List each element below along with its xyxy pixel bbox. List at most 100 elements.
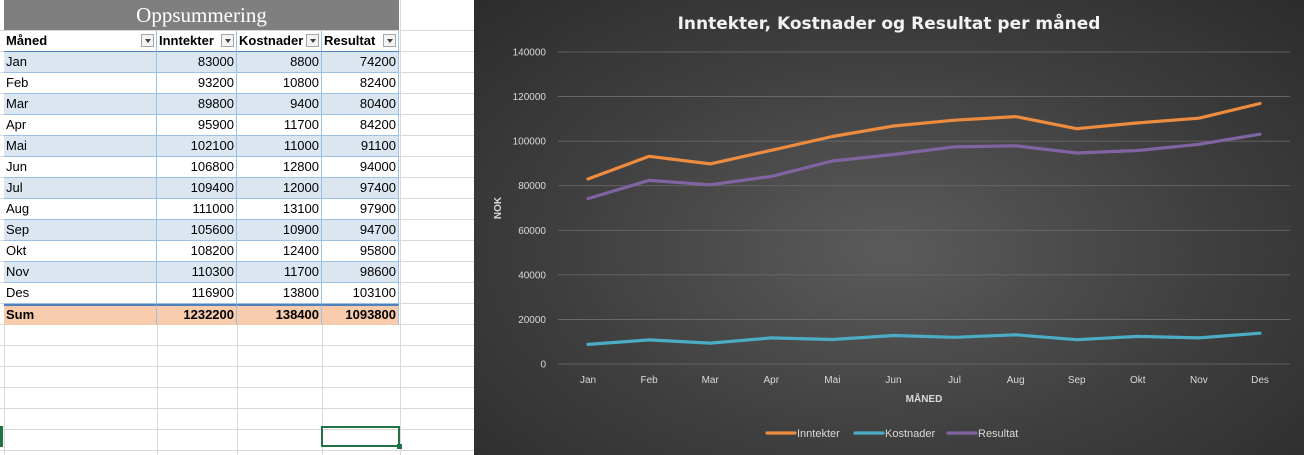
table-row: Mai 102100 11000 91100 [4, 136, 399, 157]
value-cell[interactable]: 74200 [322, 52, 399, 73]
value-cell[interactable]: 94700 [322, 220, 399, 241]
value-cell[interactable]: 10900 [237, 220, 322, 241]
value-cell[interactable]: 91100 [322, 136, 399, 157]
value-cell[interactable]: 106800 [157, 157, 237, 178]
header-cell[interactable]: Resultat [322, 31, 399, 52]
active-row-marker [0, 426, 3, 447]
spreadsheet-area: Oppsummering Måned Inntekter Kostnader Resu… [0, 0, 474, 455]
month-cell[interactable]: Mar [4, 94, 157, 115]
row-gridline [0, 408, 474, 409]
legend-label[interactable]: Kostnader [885, 428, 935, 440]
sum-value-cell[interactable]: 138400 [237, 304, 322, 325]
legend-label[interactable]: Inntekter [797, 428, 840, 440]
table-row: Aug 111000 13100 97900 [4, 199, 399, 220]
value-cell[interactable]: 98600 [322, 262, 399, 283]
value-cell[interactable]: 103100 [322, 283, 399, 304]
value-cell[interactable]: 109400 [157, 178, 237, 199]
value-cell[interactable]: 94000 [322, 157, 399, 178]
value-cell[interactable]: 97900 [322, 199, 399, 220]
value-cell[interactable]: 84200 [322, 115, 399, 136]
value-cell[interactable]: 108200 [157, 241, 237, 262]
y-axis-ticks: 0 20000 40000 60000 80000 100000 120000 140000 [513, 48, 547, 371]
month-cell[interactable]: Okt [4, 241, 157, 262]
value-cell[interactable]: 12000 [237, 178, 322, 199]
value-cell[interactable]: 95900 [157, 115, 237, 136]
table-row: Jul 109400 12000 97400 [4, 178, 399, 199]
selected-cell[interactable] [321, 426, 400, 447]
header-cell[interactable]: Inntekter [157, 31, 237, 52]
chart-series [586, 101, 1262, 346]
y-tick-label: 80000 [518, 181, 546, 192]
month-cell[interactable]: Jun [4, 157, 157, 178]
x-tick-label: Jun [885, 375, 901, 386]
value-cell[interactable]: 12800 [237, 157, 322, 178]
month-cell[interactable]: Jul [4, 178, 157, 199]
legend-label[interactable]: Resultat [978, 428, 1018, 440]
value-cell[interactable]: 116900 [157, 283, 237, 304]
x-tick-label: Jul [948, 375, 961, 386]
value-cell[interactable]: 10800 [237, 73, 322, 94]
value-cell[interactable]: 89800 [157, 94, 237, 115]
value-cell[interactable]: 9400 [237, 94, 322, 115]
filter-dropdown-icon[interactable] [141, 34, 154, 47]
header-cell[interactable]: Kostnader [237, 31, 322, 52]
month-cell[interactable]: Sep [4, 220, 157, 241]
y-tick-label: 20000 [518, 315, 546, 326]
value-cell[interactable]: 102100 [157, 136, 237, 157]
month-cell[interactable]: Jan [4, 52, 157, 73]
value-cell[interactable]: 12400 [237, 241, 322, 262]
sum-value-cell[interactable]: 1232200 [157, 304, 237, 325]
value-cell[interactable]: 11700 [237, 115, 322, 136]
x-tick-label: Des [1251, 375, 1269, 386]
row-gridline [0, 429, 474, 430]
table-row: Mar 89800 9400 80400 [4, 94, 399, 115]
value-cell[interactable]: 110300 [157, 262, 237, 283]
x-tick-label: Mai [824, 375, 840, 386]
month-cell[interactable]: Mai [4, 136, 157, 157]
month-cell[interactable]: Des [4, 283, 157, 304]
line-chart[interactable]: Inntekter, Kostnader og Resultat per mån… [474, 0, 1304, 455]
x-tick-label: Aug [1007, 375, 1025, 386]
month-cell[interactable]: Nov [4, 262, 157, 283]
value-cell[interactable]: 93200 [157, 73, 237, 94]
table-row: Nov 110300 11700 98600 [4, 262, 399, 283]
value-cell[interactable]: 95800 [322, 241, 399, 262]
month-cell[interactable]: Aug [4, 199, 157, 220]
value-cell[interactable]: 105600 [157, 220, 237, 241]
header-label: Inntekter [159, 33, 214, 48]
row-gridline [0, 345, 474, 346]
fill-handle[interactable] [397, 444, 402, 449]
value-cell[interactable]: 8800 [237, 52, 322, 73]
chart-title: Inntekter, Kostnader og Resultat per mån… [678, 12, 1101, 34]
value-cell[interactable]: 82400 [322, 73, 399, 94]
value-cell[interactable]: 13800 [237, 283, 322, 304]
table-row: Okt 108200 12400 95800 [4, 241, 399, 262]
series-line-kostnader[interactable] [586, 331, 1262, 346]
value-cell[interactable]: 83000 [157, 52, 237, 73]
value-cell[interactable]: 97400 [322, 178, 399, 199]
summary-title-cell[interactable]: Oppsummering [4, 0, 399, 30]
row-gridline [0, 387, 474, 388]
x-tick-label: Okt [1130, 375, 1146, 386]
chart-gridlines [558, 51, 1290, 365]
sum-label-cell[interactable]: Sum [4, 304, 157, 325]
header-cell[interactable]: Måned [4, 31, 157, 52]
series-line-inntekter[interactable] [586, 101, 1262, 181]
table-row: Jun 106800 12800 94000 [4, 157, 399, 178]
value-cell[interactable]: 111000 [157, 199, 237, 220]
table-row: Sep 105600 10900 94700 [4, 220, 399, 241]
value-cell[interactable]: 13100 [237, 199, 322, 220]
month-cell[interactable]: Feb [4, 73, 157, 94]
filter-dropdown-icon[interactable] [383, 34, 396, 47]
value-cell[interactable]: 80400 [322, 94, 399, 115]
filter-dropdown-icon[interactable] [221, 34, 234, 47]
value-cell[interactable]: 11000 [237, 136, 322, 157]
y-tick-label: 60000 [518, 226, 546, 237]
value-cell[interactable]: 11700 [237, 262, 322, 283]
sum-value-cell[interactable]: 1093800 [322, 304, 399, 325]
header-label: Måned [6, 33, 48, 48]
filter-dropdown-icon[interactable] [306, 34, 319, 47]
table-row: Jan 83000 8800 74200 [4, 52, 399, 73]
series-line-resultat[interactable] [586, 132, 1262, 201]
month-cell[interactable]: Apr [4, 115, 157, 136]
